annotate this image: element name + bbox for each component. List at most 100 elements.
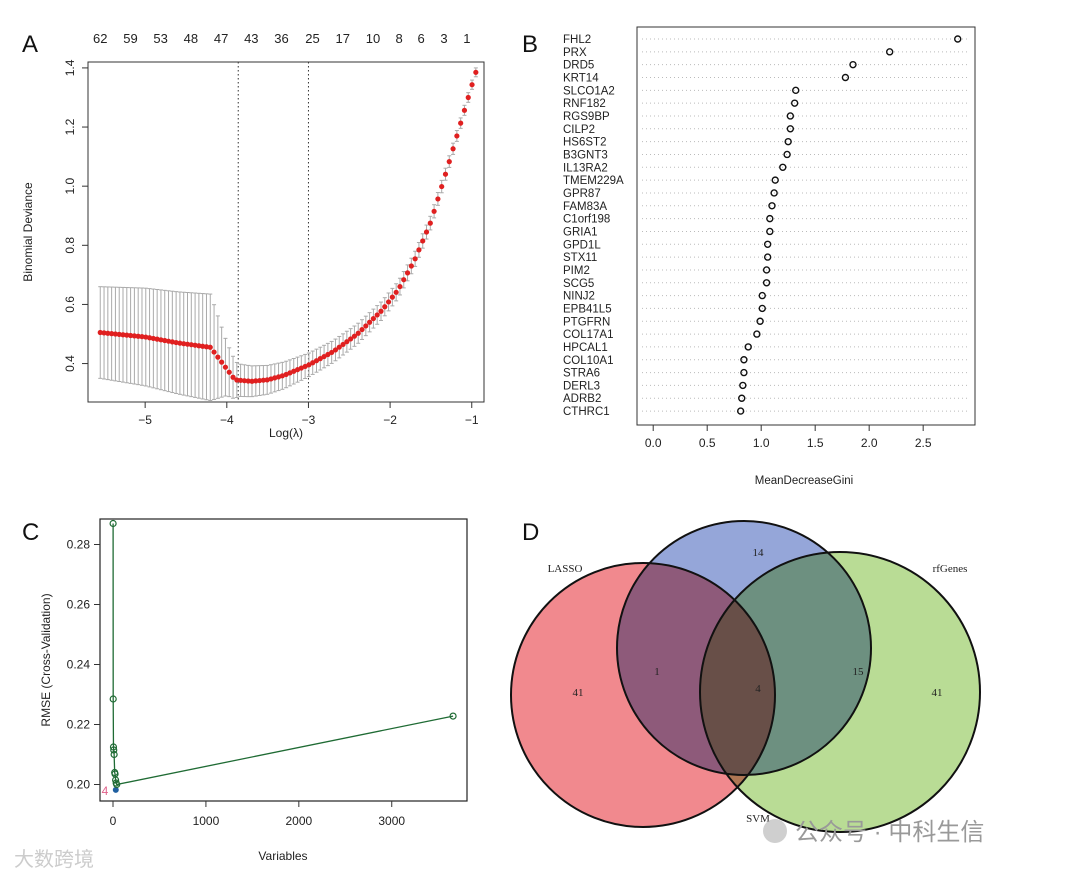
gini-point (885, 48, 894, 56)
deviance-point (253, 378, 259, 384)
deviance-point (367, 319, 373, 325)
gene-label: CTHRC1 (563, 406, 610, 418)
y-tick-label-a: 0.6 (63, 296, 77, 313)
gene-label: COL17A1 (563, 329, 614, 341)
deviance-point (109, 331, 115, 337)
x-axis-label-c: Variables (258, 849, 307, 863)
deviance-point (385, 299, 392, 305)
deviance-point (389, 294, 395, 300)
deviance-point (226, 369, 232, 375)
gini-point (740, 356, 748, 364)
deviance-point (382, 304, 388, 310)
gene-label: CILP2 (563, 124, 595, 136)
gene-label: STRA6 (563, 368, 600, 380)
gene-label: GPR87 (563, 188, 601, 200)
rmse-point (109, 695, 117, 703)
gini-point (784, 137, 792, 146)
deviance-point (450, 146, 456, 152)
deviance-point (355, 330, 361, 336)
rmse-line (112, 523, 454, 786)
deviance-point (196, 343, 202, 349)
gene-label: SCG5 (563, 278, 594, 290)
gene-label: B3GNT3 (563, 149, 608, 161)
plot-frame-c (99, 518, 468, 802)
top-axis-label-a: 53 (153, 31, 167, 46)
deviance-point (203, 344, 210, 350)
region-count: 4 (755, 683, 761, 695)
gini-point (768, 202, 776, 210)
deviance-point (188, 342, 194, 348)
deviance-point (105, 330, 111, 336)
x-tick-label-a: −3 (302, 413, 316, 427)
deviance-point (313, 358, 320, 364)
deviance-point (431, 208, 437, 214)
deviance-point (427, 220, 433, 226)
region-count: 1 (654, 666, 660, 678)
gini-point (738, 394, 746, 402)
top-axis-label-a: 3 (440, 31, 447, 46)
gene-label: RNF182 (563, 98, 606, 110)
gini-point (786, 125, 795, 133)
deviance-point (97, 329, 103, 336)
deviance-point (461, 107, 468, 113)
x-tick-label-a: −5 (138, 413, 152, 427)
deviance-point (336, 344, 342, 350)
top-axis-label-a: 59 (123, 31, 137, 46)
deviance-point (321, 353, 327, 360)
y-tick-label-c: 0.24 (67, 658, 91, 672)
y-tick-label-c: 0.26 (67, 598, 91, 612)
rmse-point (110, 750, 118, 759)
deviance-point (215, 354, 221, 360)
x-tick-label-b: 0.0 (645, 436, 662, 450)
deviance-point (306, 362, 312, 368)
deviance-point (256, 377, 263, 384)
deviance-point (329, 349, 335, 356)
gini-point (770, 189, 778, 197)
gene-label: HPCAL1 (563, 342, 608, 354)
y-tick-label-a: 0.4 (63, 355, 77, 372)
gini-point (763, 253, 772, 261)
best-point (112, 786, 119, 793)
deviance-point (344, 339, 350, 345)
y-tick-label-c: 0.22 (67, 718, 91, 732)
deviance-point (348, 336, 354, 342)
venn-outline (699, 551, 981, 833)
gene-label: EPB41L5 (563, 303, 612, 315)
best-label: 4 (102, 784, 109, 798)
gini-point (758, 304, 766, 313)
deviance-point (340, 341, 346, 348)
deviance-point (120, 332, 126, 338)
gini-point (786, 112, 795, 120)
gini-point (771, 176, 779, 184)
gene-label: KRT14 (563, 72, 599, 84)
deviance-point (317, 356, 323, 362)
rmse-point (113, 780, 121, 789)
region-count: 41 (932, 687, 943, 699)
deviance-point (401, 277, 407, 283)
deviance-point (458, 120, 464, 126)
deviance-point (219, 359, 225, 365)
deviance-point (378, 308, 384, 314)
gene-label: C1orf198 (563, 214, 610, 226)
top-axis-label-a: 6 (418, 31, 425, 46)
y-axis-label-a: Binomial Deviance (21, 182, 35, 282)
deviance-point (184, 341, 191, 347)
deviance-point (241, 378, 248, 384)
deviance-point (351, 333, 358, 339)
x-axis-label-a: Log(λ) (269, 426, 303, 440)
deviance-point (446, 159, 452, 165)
venn-circle-rfgenes (700, 552, 980, 832)
x-tick-label-c: 2000 (285, 814, 312, 828)
y-tick-label-a: 1.4 (63, 59, 77, 76)
deviance-point (454, 133, 460, 139)
x-tick-label-b: 1.0 (753, 436, 770, 450)
gene-label: STX11 (563, 252, 597, 264)
rmse-point (449, 712, 457, 720)
venn-diagram (510, 520, 981, 833)
gini-point (762, 266, 771, 274)
x-tick-label-b: 2.5 (915, 436, 932, 450)
deviance-point (416, 247, 422, 253)
panel-label-d: D (522, 519, 539, 546)
y-tick-label-a: 0.8 (63, 237, 77, 254)
y-tick-label-a: 1.0 (63, 178, 77, 195)
